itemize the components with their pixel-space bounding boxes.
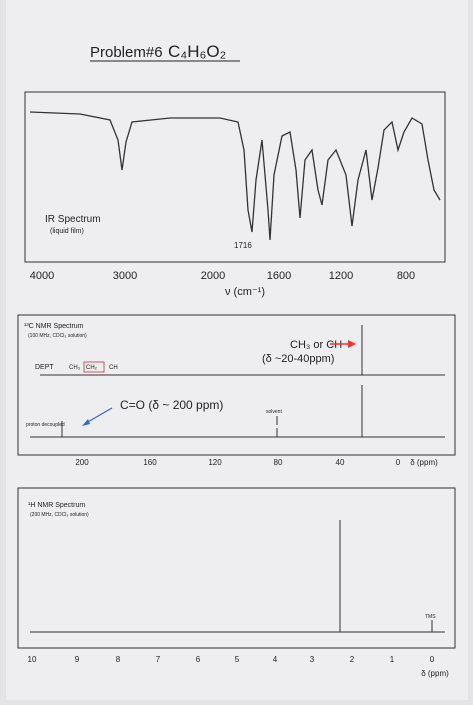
h1-frame (17, 487, 456, 649)
ir-name: IR Spectrum (45, 214, 101, 225)
title-label: Problem#6 (90, 44, 163, 61)
blue-arrow (85, 407, 113, 424)
ir-tick: 2000 (201, 270, 225, 282)
ir-tick: 4000 (30, 270, 54, 282)
c13-tick: 0 (396, 458, 401, 467)
dept-box (83, 361, 105, 373)
h1-tick: 1 (390, 655, 395, 664)
c13-axis-label: δ (ppm) (410, 458, 438, 467)
ir-tick: 1600 (267, 270, 291, 282)
ir-tick: 1200 (329, 270, 353, 282)
ir-tick: 3000 (113, 270, 137, 282)
dept-label: DEPT (35, 364, 54, 371)
ir-frame (24, 91, 446, 263)
h1-tick: 3 (310, 655, 315, 664)
h1-tick: 10 (28, 655, 37, 664)
red-arrowhead (348, 340, 356, 348)
ir-condition: (liquid film) (50, 228, 84, 235)
dept-tag: CH (109, 365, 118, 371)
dept-tag: CH₃ (69, 365, 81, 371)
dept-note: (δ ~20-40ppm) (262, 353, 334, 365)
h1-tick: 5 (235, 655, 240, 664)
dept-tag: CH₂ (86, 365, 98, 371)
c13-tick: 200 (75, 458, 89, 467)
tms-label: TMS (425, 614, 436, 620)
h1-condition: (200 MHz, CDCl₃ solution) (30, 512, 89, 518)
dept-note: CH₃ or CH (290, 339, 342, 351)
solvent-label: solvent (266, 409, 282, 415)
h1-name: ¹H NMR Spectrum (28, 502, 85, 509)
c13-condition: (100 MHz, CDCl₃ solution) (28, 333, 87, 339)
blue-arrowhead (82, 419, 90, 426)
h1-tick: 7 (156, 655, 161, 664)
c13-frame (17, 314, 456, 456)
h1-tick: 0 (430, 655, 435, 664)
c13-name: ¹³C NMR Spectrum (24, 323, 84, 330)
h1-tick: 9 (75, 655, 80, 664)
c13-tick: 120 (208, 458, 222, 467)
c13-tick: 80 (274, 458, 283, 467)
carbonyl-note: C=O (δ ~ 200 ppm) (120, 398, 223, 412)
decoupled-label: proton decoupled (26, 422, 65, 428)
ir-peak-label: 1716 (234, 241, 252, 250)
h1-tick: 4 (273, 655, 278, 664)
ir-tick: 800 (397, 270, 415, 282)
title-formula: C₄H₆O₂ (168, 42, 226, 61)
paper (6, 0, 468, 700)
c13-tick: 40 (336, 458, 345, 467)
h1-tick: 2 (350, 655, 355, 664)
h1-tick: 8 (116, 655, 121, 664)
c13-tick: 160 (143, 458, 157, 467)
h1-tick: 6 (196, 655, 201, 664)
h1-axis-label: δ (ppm) (421, 669, 449, 678)
ir-axis-label: ν (cm⁻¹) (225, 286, 265, 298)
ir-spectrum (29, 111, 441, 241)
